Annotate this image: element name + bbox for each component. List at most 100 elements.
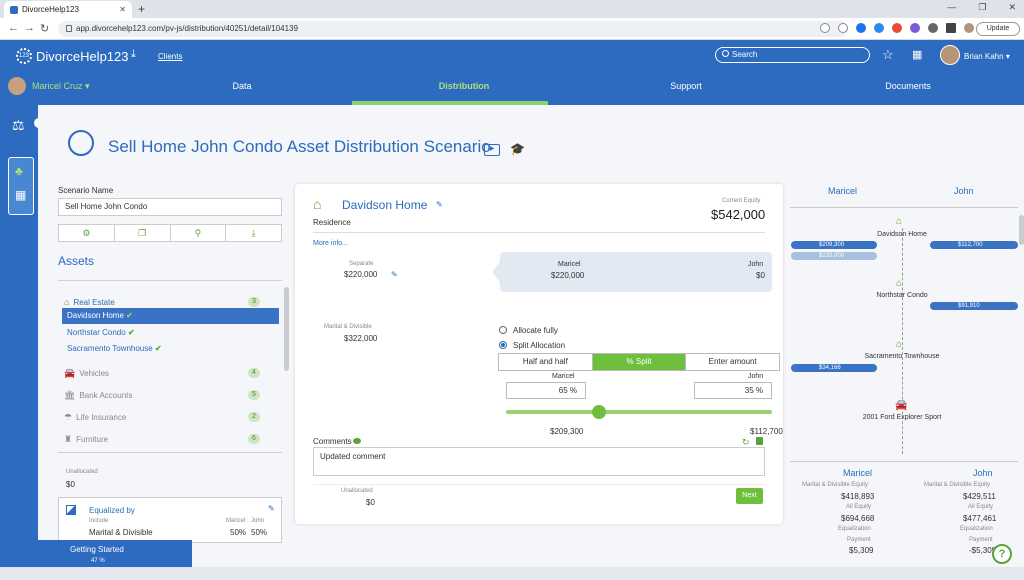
search-icon[interactable]: ⚲ xyxy=(171,225,227,241)
comments-textarea[interactable]: Updated comment xyxy=(313,447,765,476)
next-button[interactable]: Next xyxy=(736,488,763,504)
rp-asset-northstar-condo[interactable]: Northstar Condo xyxy=(876,292,928,299)
radio-selected-dot xyxy=(501,343,505,347)
split-allocation-label[interactable]: Split Allocation xyxy=(513,341,566,350)
allocate-fully-radio[interactable] xyxy=(499,326,507,334)
split-slider-handle[interactable] xyxy=(592,405,607,419)
address-bar: ← → ↻ app.divorcehelp123.com/pv-js/distr… xyxy=(0,18,1024,40)
tab-data[interactable]: Data xyxy=(232,81,252,91)
tab-distribution[interactable]: Distribution xyxy=(438,81,490,91)
john-percent-input[interactable]: 35 % xyxy=(694,382,772,399)
summary-label: Payment xyxy=(847,537,871,543)
rp-asset-ford-explorer[interactable]: 2001 Ford Explorer Sport xyxy=(862,414,942,421)
tab-documents[interactable]: Documents xyxy=(885,81,931,91)
eye-icon[interactable] xyxy=(353,438,361,444)
rp-asset-davidson-home[interactable]: Davidson Home xyxy=(877,231,927,238)
split-maricel-label: Maricel xyxy=(552,373,575,380)
clients-link[interactable]: Clients xyxy=(158,52,183,61)
unallocated-label: Unallocated xyxy=(66,469,98,475)
people-icon[interactable]: ⚖ xyxy=(12,117,25,133)
category-life-insurance[interactable]: ☂ Life Insurance xyxy=(64,412,126,423)
share-icon[interactable] xyxy=(820,23,830,33)
url-field[interactable]: app.divorcehelp123.com/pv-js/distributio… xyxy=(58,21,848,37)
user-avatar[interactable] xyxy=(940,45,960,65)
page-title: Sell Home John Condo Asset Distribution … xyxy=(108,137,491,156)
category-vehicles[interactable]: 🚘 Vehicles xyxy=(64,368,109,379)
unallocated-label: Unallocated xyxy=(341,488,373,494)
extensions-icon[interactable] xyxy=(928,23,938,33)
back-icon[interactable]: ← xyxy=(8,22,19,34)
enter-amount-button[interactable]: Enter amount xyxy=(708,357,757,366)
close-window-icon[interactable]: ✕ xyxy=(1008,2,1016,12)
more-info-link[interactable]: More info... xyxy=(313,240,349,247)
copy-icon[interactable]: ❐ xyxy=(115,225,171,241)
tab-support[interactable]: Support xyxy=(670,81,702,91)
category-furniture[interactable]: ♜ Furniture xyxy=(64,434,108,445)
profile-avatar-icon[interactable] xyxy=(964,23,974,33)
divider xyxy=(790,207,1018,208)
distribution-rail-button[interactable]: ♣ ▦ xyxy=(8,157,34,215)
download-icon[interactable]: ⤓ xyxy=(251,228,256,238)
new-tab-icon[interactable]: + xyxy=(138,2,146,16)
allocate-fully-label[interactable]: Allocate fully xyxy=(513,326,558,335)
search-input[interactable]: Search xyxy=(715,47,870,63)
extension-v-icon[interactable] xyxy=(856,23,866,33)
update-button[interactable]: Update xyxy=(976,22,1020,36)
separate-maricel-label: Maricel xyxy=(558,261,581,268)
category-real-estate[interactable]: ⌂ Real Estate xyxy=(64,297,115,307)
right-scrollbar[interactable] xyxy=(1019,215,1024,245)
edit-pencil-icon[interactable]: ✎ xyxy=(391,270,398,279)
category-label: Furniture xyxy=(76,435,109,444)
forward-icon[interactable]: → xyxy=(24,22,35,34)
download-icon[interactable]: ⤓ xyxy=(131,48,136,60)
client-avatar xyxy=(8,77,26,95)
video-icon[interactable]: ▶ xyxy=(484,144,500,156)
maricel-percent-input[interactable]: 65 % xyxy=(506,382,586,399)
user-menu[interactable]: Brian Kahn ▾ xyxy=(964,52,1010,61)
separate-split-callout xyxy=(500,252,772,292)
extension-color-icon[interactable] xyxy=(892,23,902,33)
asset-item-northstar-condo[interactable]: Northstar Condo ✔ xyxy=(67,328,135,337)
getting-started-progress: 47 % xyxy=(91,558,105,564)
separate-john-label: John xyxy=(748,261,764,268)
settings-gear-icon[interactable]: ⚙ xyxy=(59,225,115,241)
scenario-name-input[interactable]: Sell Home John Condo xyxy=(58,198,282,216)
refresh-icon[interactable]: ↻ xyxy=(742,437,750,447)
rp-asset-sacramento-townhouse[interactable]: Sacramento Townhouse xyxy=(864,353,940,360)
summary-value: $429,511 xyxy=(963,492,996,501)
bookmark-star-icon[interactable] xyxy=(838,23,848,33)
maximize-icon[interactable]: ❐ xyxy=(978,2,987,12)
extension-icons xyxy=(820,23,974,33)
half-and-half-button[interactable]: Half and half xyxy=(499,354,593,370)
equalize-icon xyxy=(66,505,76,515)
asset-item-sacramento-townhouse[interactable]: Sacramento Townhouse ✔ xyxy=(67,344,162,353)
asset-item-davidson-home[interactable]: Davidson Home ✔ xyxy=(62,308,279,324)
edit-pencil-icon[interactable]: ✎ xyxy=(268,504,275,513)
reload-icon[interactable]: ↻ xyxy=(40,23,50,35)
edit-pencil-icon[interactable]: ✎ xyxy=(436,200,443,209)
getting-started-widget[interactable] xyxy=(6,540,192,572)
help-icon[interactable]: ? xyxy=(992,544,1012,564)
sidepanel-icon[interactable] xyxy=(946,23,956,33)
current-equity-value: $542,000 xyxy=(711,207,766,222)
logo-icon: 123 xyxy=(16,48,32,64)
graduation-cap-icon[interactable]: 🎓 xyxy=(510,142,525,156)
extension-circle-icon[interactable] xyxy=(874,23,884,33)
app-logo[interactable]: 123 DivorceHelp123 xyxy=(16,48,129,64)
check-icon: ✔ xyxy=(154,344,162,353)
star-icon[interactable]: ☆ xyxy=(882,47,894,62)
percent-split-button[interactable]: % Split xyxy=(592,354,687,370)
lamp-icon: ♜ xyxy=(64,434,73,444)
extension-puzzle-icon[interactable] xyxy=(910,23,920,33)
minimize-icon[interactable]: — xyxy=(947,2,957,12)
separate-label: Separate xyxy=(349,261,374,267)
trash-icon[interactable] xyxy=(756,437,763,445)
close-tab-icon[interactable]: ✕ xyxy=(119,5,126,14)
category-bank-accounts[interactable]: 🏛 Bank Accounts xyxy=(64,390,132,401)
split-slider-track[interactable] xyxy=(506,410,772,414)
assets-scrollbar[interactable] xyxy=(284,287,289,371)
apps-grid-icon[interactable]: ▦ xyxy=(912,49,923,61)
client-selector[interactable]: Maricel Cruz ▾ xyxy=(32,81,90,91)
browser-tab[interactable]: DivorceHelp123 ✕ xyxy=(4,1,132,18)
maricel-column-header: Maricel xyxy=(828,186,858,196)
